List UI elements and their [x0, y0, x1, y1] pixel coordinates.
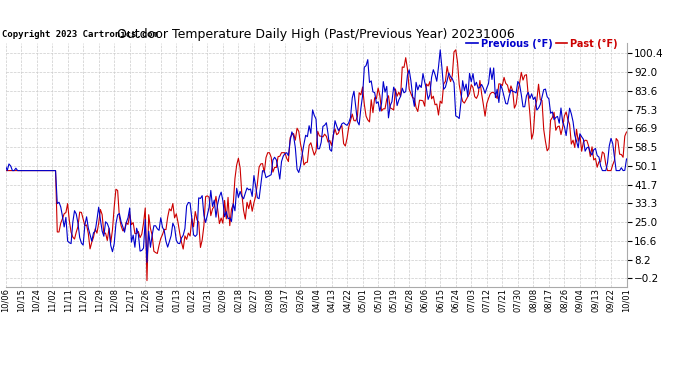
Legend: Previous (°F), Past (°F): Previous (°F), Past (°F) — [462, 34, 622, 53]
Text: Copyright 2023 Cartronics.com: Copyright 2023 Cartronics.com — [3, 30, 158, 39]
Title: Outdoor Temperature Daily High (Past/Previous Year) 20231006: Outdoor Temperature Daily High (Past/Pre… — [117, 28, 515, 40]
